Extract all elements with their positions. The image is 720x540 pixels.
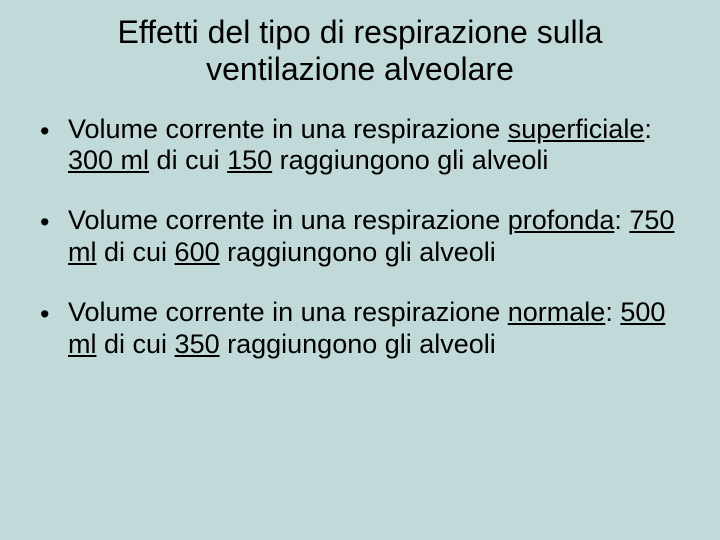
slide-title: Effetti del tipo di respirazione sulla v… bbox=[40, 14, 680, 88]
text-segment: : bbox=[644, 114, 652, 144]
text-segment: di cui bbox=[97, 237, 175, 267]
bullet-icon: • bbox=[40, 114, 68, 148]
bullet-text: Volume corrente in una respirazione supe… bbox=[68, 114, 680, 178]
bullet-icon: • bbox=[40, 297, 68, 331]
list-item: • Volume corrente in una respirazione pr… bbox=[40, 205, 680, 269]
breathing-type: superficiale bbox=[508, 114, 645, 144]
list-item: • Volume corrente in una respirazione no… bbox=[40, 297, 680, 361]
tidal-volume: 300 ml bbox=[68, 145, 149, 175]
text-segment: : bbox=[605, 297, 620, 327]
list-item: • Volume corrente in una respirazione su… bbox=[40, 114, 680, 178]
text-segment: Volume corrente in una respirazione bbox=[68, 114, 508, 144]
breathing-type: profonda bbox=[508, 205, 615, 235]
text-segment: Volume corrente in una respirazione bbox=[68, 297, 508, 327]
bullet-text: Volume corrente in una respirazione norm… bbox=[68, 297, 680, 361]
bullet-icon: • bbox=[40, 205, 68, 239]
alveolar-volume: 150 bbox=[227, 145, 272, 175]
bullet-list: • Volume corrente in una respirazione su… bbox=[40, 114, 680, 361]
alveolar-volume: 350 bbox=[175, 329, 220, 359]
bullet-text: Volume corrente in una respirazione prof… bbox=[68, 205, 680, 269]
text-segment: raggiungono gli alveoli bbox=[272, 145, 548, 175]
text-segment: : bbox=[614, 205, 629, 235]
text-segment: Volume corrente in una respirazione bbox=[68, 205, 508, 235]
text-segment: di cui bbox=[149, 145, 227, 175]
alveolar-volume: 600 bbox=[175, 237, 220, 267]
text-segment: di cui bbox=[97, 329, 175, 359]
text-segment: raggiungono gli alveoli bbox=[220, 329, 496, 359]
breathing-type: normale bbox=[508, 297, 606, 327]
text-segment: raggiungono gli alveoli bbox=[220, 237, 496, 267]
